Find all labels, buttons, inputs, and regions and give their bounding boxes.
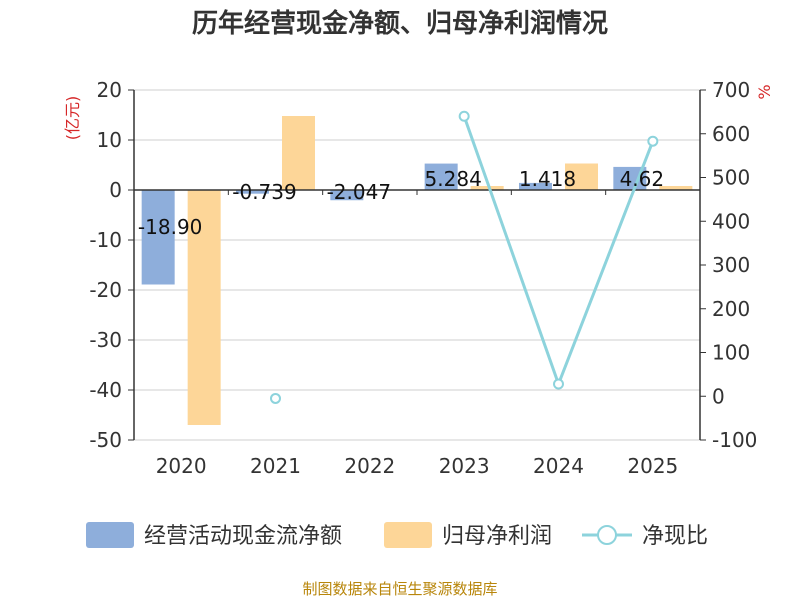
data-label-cashflow-2021: -0.739 (232, 180, 296, 204)
left-tick-label: -30 (89, 328, 122, 352)
right-axis-unit: % (755, 84, 774, 99)
left-tick-label: -40 (89, 378, 122, 402)
ratio-line-segment (462, 115, 560, 385)
data-label-cashflow-2024: 1.418 (519, 167, 576, 191)
legend-label-ratio: 净现比 (642, 524, 708, 549)
x-tick-label-2022: 2022 (344, 454, 395, 478)
right-tick-label: -100 (712, 428, 757, 452)
data-label-cashflow-2023: 5.284 (425, 167, 482, 191)
right-tick-label: 600 (712, 122, 750, 146)
left-tick-label: -50 (89, 428, 122, 452)
x-tick-label-2020: 2020 (156, 454, 207, 478)
x-tick-label-2024: 2024 (533, 454, 584, 478)
right-tick-label: 100 (712, 341, 750, 365)
bar-cashflow-2023 (424, 163, 458, 190)
ratio-point-2024 (553, 378, 564, 390)
legend-label-net-profit: 归母净利润 (442, 524, 552, 549)
right-tick-label: 300 (712, 253, 750, 277)
bar-net-profit-2021 (282, 116, 315, 190)
right-tick-label: 700 (712, 78, 750, 102)
source-note: 制图数据来自恒生聚源数据库 (302, 580, 497, 598)
data-label-cashflow-2020: -18.90 (138, 215, 202, 239)
x-tick-label-2025: 2025 (627, 454, 678, 478)
right-tick-label: 400 (712, 209, 750, 233)
bar-cashflow-2025 (613, 166, 647, 190)
bar-cashflow-2021 (236, 190, 269, 194)
ratio-point-2023 (458, 110, 470, 122)
ratio-point-2021 (270, 392, 281, 404)
left-tick-label: 10 (97, 128, 122, 152)
ratio-point-2025 (647, 135, 659, 147)
bar-net-profit-2025 (659, 186, 693, 190)
left-tick-label: -20 (89, 278, 122, 302)
x-tick-label-2023: 2023 (439, 454, 490, 478)
legend-swatch-cashflow (86, 522, 134, 548)
bar-net-profit-2023 (470, 186, 504, 190)
right-tick-label: 0 (712, 384, 725, 408)
left-tick-label: 0 (109, 178, 122, 202)
chart-title: 历年经营现金净额、归母净利润情况 (192, 8, 608, 39)
bar-net-profit-2020 (187, 190, 221, 425)
bar-cashflow-2024 (519, 182, 552, 190)
bar-net-profit-2024 (565, 163, 598, 190)
left-tick-label: -10 (89, 228, 122, 252)
bar-cashflow-2020 (141, 190, 175, 285)
legend-marker-ratio (597, 525, 617, 545)
bar-cashflow-2022 (330, 190, 364, 201)
legend-label-cashflow: 经营活动现金流净额 (144, 524, 342, 549)
data-label-cashflow-2022: -2.047 (327, 180, 391, 204)
left-axis-unit: (亿元) (63, 96, 82, 141)
data-label-cashflow-2025: 4.62 (620, 167, 665, 191)
left-tick-label: 20 (97, 78, 122, 102)
legend-swatch-net-profit (384, 522, 432, 548)
right-tick-label: 200 (712, 297, 750, 321)
ratio-line-segment (557, 140, 655, 385)
x-tick-label-2021: 2021 (250, 454, 301, 478)
right-tick-label: 500 (712, 166, 750, 190)
